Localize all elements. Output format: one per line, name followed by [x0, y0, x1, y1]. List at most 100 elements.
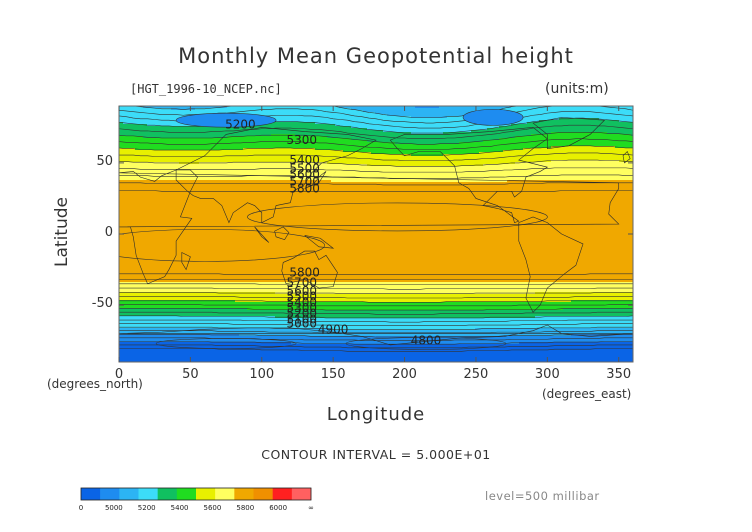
contour-label: 5300 — [286, 133, 317, 147]
coastlines — [119, 117, 633, 346]
contour-line — [345, 337, 507, 350]
colorbar-swatch — [215, 488, 235, 500]
x-axis-label: Longitude — [326, 404, 426, 425]
contour-label: 4900 — [318, 322, 349, 336]
y-tick-label: -50 — [91, 296, 113, 312]
contour-label: 5400 — [289, 153, 320, 167]
coastline — [518, 216, 584, 313]
contour-label: 5300 — [286, 301, 317, 315]
colorbar-label: 5600 — [204, 504, 222, 512]
contour-label: 5500 — [289, 162, 320, 176]
colorbar-swatch — [138, 488, 158, 500]
contour-line — [119, 308, 633, 311]
contour-label: 5400 — [286, 295, 317, 309]
contour-line — [119, 326, 633, 330]
contour-label: 5800 — [289, 181, 320, 195]
contour-line — [119, 304, 633, 307]
axis-ticks — [118, 106, 633, 362]
contour-line — [247, 202, 548, 232]
contour-line — [119, 229, 325, 262]
colorbar-label: 5200 — [138, 504, 156, 512]
colorbar-label: 5800 — [236, 504, 254, 512]
y-unit-label: (degrees_north) — [47, 377, 143, 391]
y-axis-label: Latitude — [52, 197, 72, 267]
colorbar-swatch — [119, 488, 139, 500]
low-center — [462, 109, 524, 126]
contour-line — [119, 319, 633, 323]
contour-label: 5700 — [286, 275, 317, 289]
contour-label: 5800 — [289, 265, 320, 279]
colorbar-label: 0 — [79, 504, 83, 512]
colorbar-label: 5400 — [171, 504, 189, 512]
colorbar-label: 6000 — [269, 504, 287, 512]
x-tick-label: 150 — [320, 367, 346, 382]
contour-interval-label: CONTOUR INTERVAL = 5.000E+01 — [261, 447, 491, 462]
colorbar-swatch — [100, 488, 120, 500]
colorbar-swatch — [291, 488, 312, 500]
contour-labels: 5200530054005500560057005800580057005600… — [225, 117, 441, 347]
contour-label: 5200 — [225, 117, 256, 131]
contour-label: 5600 — [289, 167, 320, 181]
contour-label: 5100 — [286, 312, 317, 326]
x-tick-label: 100 — [249, 367, 275, 382]
contour-label: 5600 — [286, 284, 317, 298]
contour-label: 5200 — [286, 307, 317, 321]
contour-line — [119, 330, 633, 334]
contour-line — [119, 300, 633, 303]
colorbar-swatch — [234, 488, 254, 500]
coastline — [274, 226, 290, 241]
contour-line — [155, 338, 297, 349]
contour-line — [119, 132, 633, 145]
contour-label: 5700 — [289, 174, 320, 188]
source-file-label: [HGT_1996-10_NCEP.nc] — [130, 82, 282, 96]
contour-line — [119, 159, 633, 167]
contour-line — [119, 341, 633, 345]
colorbar: 0 5000 5200 5400 5600 5800 6000 ∞ — [79, 487, 314, 512]
coastline — [181, 252, 191, 271]
x-unit-label: (degrees_east) — [542, 387, 632, 401]
low-center — [175, 112, 277, 128]
coastline — [175, 127, 377, 224]
x-tick-label: 50 — [182, 367, 199, 382]
colorbar-label: ∞ — [308, 504, 314, 512]
contour-line — [119, 323, 633, 327]
x-tick-label: 300 — [534, 367, 560, 382]
coastline — [119, 324, 633, 346]
units-label: (units:m) — [545, 81, 609, 97]
contour-label: 5000 — [286, 317, 317, 331]
coastline — [281, 250, 338, 289]
contour-line — [119, 190, 633, 192]
colorbar-swatch — [157, 488, 178, 500]
contour-map — [119, 106, 633, 362]
level-label: level=500 millibar — [485, 489, 600, 503]
coastline — [304, 235, 335, 249]
contour-line — [119, 283, 633, 285]
colorbar-swatch — [81, 488, 101, 500]
chart-title: Monthly Mean Geopotential height — [178, 44, 574, 68]
x-tick-label: 200 — [392, 367, 417, 382]
coastline — [254, 226, 270, 243]
contour-label: 4800 — [411, 334, 442, 348]
contour-line — [119, 344, 633, 349]
x-tick-label: 250 — [463, 367, 489, 382]
y-tick-label: 50 — [96, 153, 113, 169]
coastline — [532, 117, 606, 150]
contour-line — [119, 315, 633, 319]
x-tick-label: 0 — [114, 367, 124, 382]
contour-line — [119, 182, 633, 186]
contour-line — [119, 296, 633, 299]
colorbar-frame — [80, 487, 312, 501]
contour-line — [119, 124, 633, 140]
contour-line — [119, 333, 633, 338]
coastline — [304, 171, 327, 189]
contour-line — [119, 273, 633, 275]
contour-line — [119, 152, 633, 162]
contour-line — [119, 292, 633, 295]
y-tick-label: 0 — [104, 225, 113, 240]
colorbar-swatch — [253, 488, 273, 500]
colorbar-label: 5000 — [105, 504, 123, 512]
contour-line — [119, 311, 633, 315]
colorbar-swatch — [272, 488, 293, 500]
x-tick-label: 350 — [606, 367, 632, 382]
